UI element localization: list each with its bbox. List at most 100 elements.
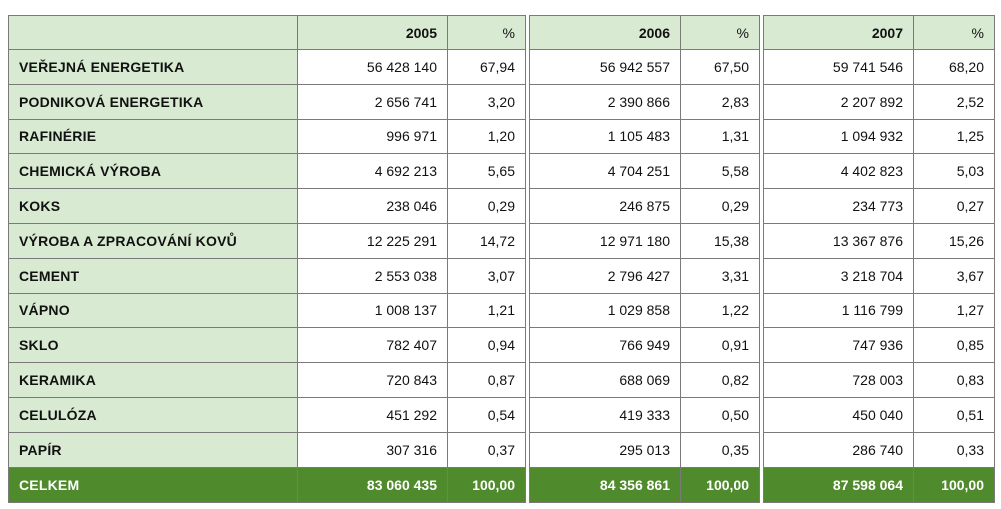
value-2006: 2 796 427: [529, 257, 681, 294]
value-2006: 688 069: [529, 362, 681, 398]
percent-2006: 3,31: [680, 257, 760, 294]
percent-2007: 0,85: [913, 327, 995, 364]
value-2005: 56 428 140: [297, 49, 448, 85]
percent-2005: 14,72: [447, 222, 526, 259]
row-label: CELULÓZA: [8, 396, 298, 433]
row-label: RAFINÉRIE: [8, 118, 298, 155]
value-2007: 1 094 932: [763, 118, 914, 155]
value-2007: 450 040: [763, 396, 914, 433]
table-row: PODNIKOVÁ ENERGETIKA 2 656 741 3,20 2 390 8…: [8, 83, 995, 120]
table-row: KERAMIKA 720 843 0,87 688 069 0,82 728 003 0,8…: [8, 362, 995, 398]
table-row: CEMENT 2 553 038 3,07 2 796 427 3,31 3 218 70…: [8, 257, 995, 294]
percent-2007: 0,83: [913, 362, 995, 398]
percent-2005: 0,87: [447, 362, 526, 398]
percent-2007: 5,03: [913, 153, 995, 190]
table-header-row: 2005 % 2006 % 2007 %: [8, 15, 995, 50]
value-2005: 451 292: [297, 396, 448, 433]
table-row: RAFINÉRIE 996 971 1,20 1 105 483 1,31 1 094 9…: [8, 118, 995, 155]
percent-2006: 0,35: [680, 431, 760, 468]
percent-2005: 0,37: [447, 431, 526, 468]
value-2005: 12 225 291: [297, 222, 448, 259]
percent-2005: 1,20: [447, 118, 526, 155]
percent-2005: 5,65: [447, 153, 526, 190]
table-row: VÝROBA A ZPRACOVÁNÍ KOVŮ 12 225 291 14,72 1…: [8, 222, 995, 259]
value-2006: 1 105 483: [529, 118, 681, 155]
row-label: SKLO: [8, 327, 298, 364]
value-2006: 84 356 861: [529, 466, 681, 503]
header-pct-2006: %: [680, 15, 760, 50]
value-2006: 419 333: [529, 396, 681, 433]
value-2007: 59 741 546: [763, 49, 914, 85]
percent-2006: 0,82: [680, 362, 760, 398]
percent-2005: 0,54: [447, 396, 526, 433]
percent-2006: 2,83: [680, 83, 760, 120]
percent-2007: 2,52: [913, 83, 995, 120]
value-2007: 728 003: [763, 362, 914, 398]
total-row: CELKEM 83 060 435 100,00 84 356 861 100,00 87…: [8, 466, 995, 503]
header-2006: 2006: [529, 15, 681, 50]
row-label: PAPÍR: [8, 431, 298, 468]
value-2007: 1 116 799: [763, 292, 914, 329]
table-row: CHEMICKÁ VÝROBA 4 692 213 5,65 4 704 251 5,5…: [8, 153, 995, 190]
header-2005: 2005: [297, 15, 448, 50]
value-2005: 1 008 137: [297, 292, 448, 329]
percent-2007: 3,67: [913, 257, 995, 294]
value-2007: 87 598 064: [763, 466, 914, 503]
row-label: VÝROBA A ZPRACOVÁNÍ KOVŮ: [8, 222, 298, 259]
header-pct-2005: %: [447, 15, 526, 50]
table-row: PAPÍR 307 316 0,37 295 013 0,35 286 740 0,33: [8, 431, 995, 468]
percent-2006: 67,50: [680, 49, 760, 85]
value-2005: 2 656 741: [297, 83, 448, 120]
percent-2006: 0,50: [680, 396, 760, 433]
value-2005: 4 692 213: [297, 153, 448, 190]
value-2007: 234 773: [763, 188, 914, 224]
value-2007: 286 740: [763, 431, 914, 468]
value-2005: 2 553 038: [297, 257, 448, 294]
value-2006: 4 704 251: [529, 153, 681, 190]
value-2006: 2 390 866: [529, 83, 681, 120]
value-2006: 12 971 180: [529, 222, 681, 259]
table-row: VÁPNO 1 008 137 1,21 1 029 858 1,22 1 116 799…: [8, 292, 995, 329]
percent-2006: 15,38: [680, 222, 760, 259]
value-2006: 1 029 858: [529, 292, 681, 329]
value-2005: 83 060 435: [297, 466, 448, 503]
percent-2006: 0,91: [680, 327, 760, 364]
percent-2007: 1,27: [913, 292, 995, 329]
header-corner-cell: [8, 15, 298, 50]
value-2007: 3 218 704: [763, 257, 914, 294]
percent-2006: 5,58: [680, 153, 760, 190]
percent-2007: 100,00: [913, 466, 995, 503]
table-row: KOKS 238 046 0,29 246 875 0,29 234 773 0,27: [8, 188, 995, 224]
percent-2007: 1,25: [913, 118, 995, 155]
value-2005: 238 046: [297, 188, 448, 224]
header-2007: 2007: [763, 15, 914, 50]
percent-2006: 1,22: [680, 292, 760, 329]
percent-2005: 100,00: [447, 466, 526, 503]
value-2007: 747 936: [763, 327, 914, 364]
row-label: KOKS: [8, 188, 298, 224]
percent-2007: 0,33: [913, 431, 995, 468]
value-2006: 246 875: [529, 188, 681, 224]
percent-2005: 1,21: [447, 292, 526, 329]
value-2006: 56 942 557: [529, 49, 681, 85]
value-2005: 782 407: [297, 327, 448, 364]
percent-2006: 1,31: [680, 118, 760, 155]
value-2006: 766 949: [529, 327, 681, 364]
row-label: VÁPNO: [8, 292, 298, 329]
row-label: VEŘEJNÁ ENERGETIKA: [8, 49, 298, 85]
table-row: VEŘEJNÁ ENERGETIKA 56 428 140 67,94 56 942 …: [8, 49, 995, 85]
row-label: PODNIKOVÁ ENERGETIKA: [8, 83, 298, 120]
value-2007: 2 207 892: [763, 83, 914, 120]
row-label: CELKEM: [8, 466, 298, 503]
percent-2006: 100,00: [680, 466, 760, 503]
percent-2005: 0,94: [447, 327, 526, 364]
percent-2005: 67,94: [447, 49, 526, 85]
value-2005: 307 316: [297, 431, 448, 468]
row-label: CEMENT: [8, 257, 298, 294]
percent-2005: 3,20: [447, 83, 526, 120]
percent-2007: 0,51: [913, 396, 995, 433]
percent-2007: 15,26: [913, 222, 995, 259]
header-pct-2007: %: [913, 15, 995, 50]
emissions-table: 2005 % 2006 % 2007 % VEŘEJNÁ ENERGETIKA 5…: [8, 15, 995, 503]
